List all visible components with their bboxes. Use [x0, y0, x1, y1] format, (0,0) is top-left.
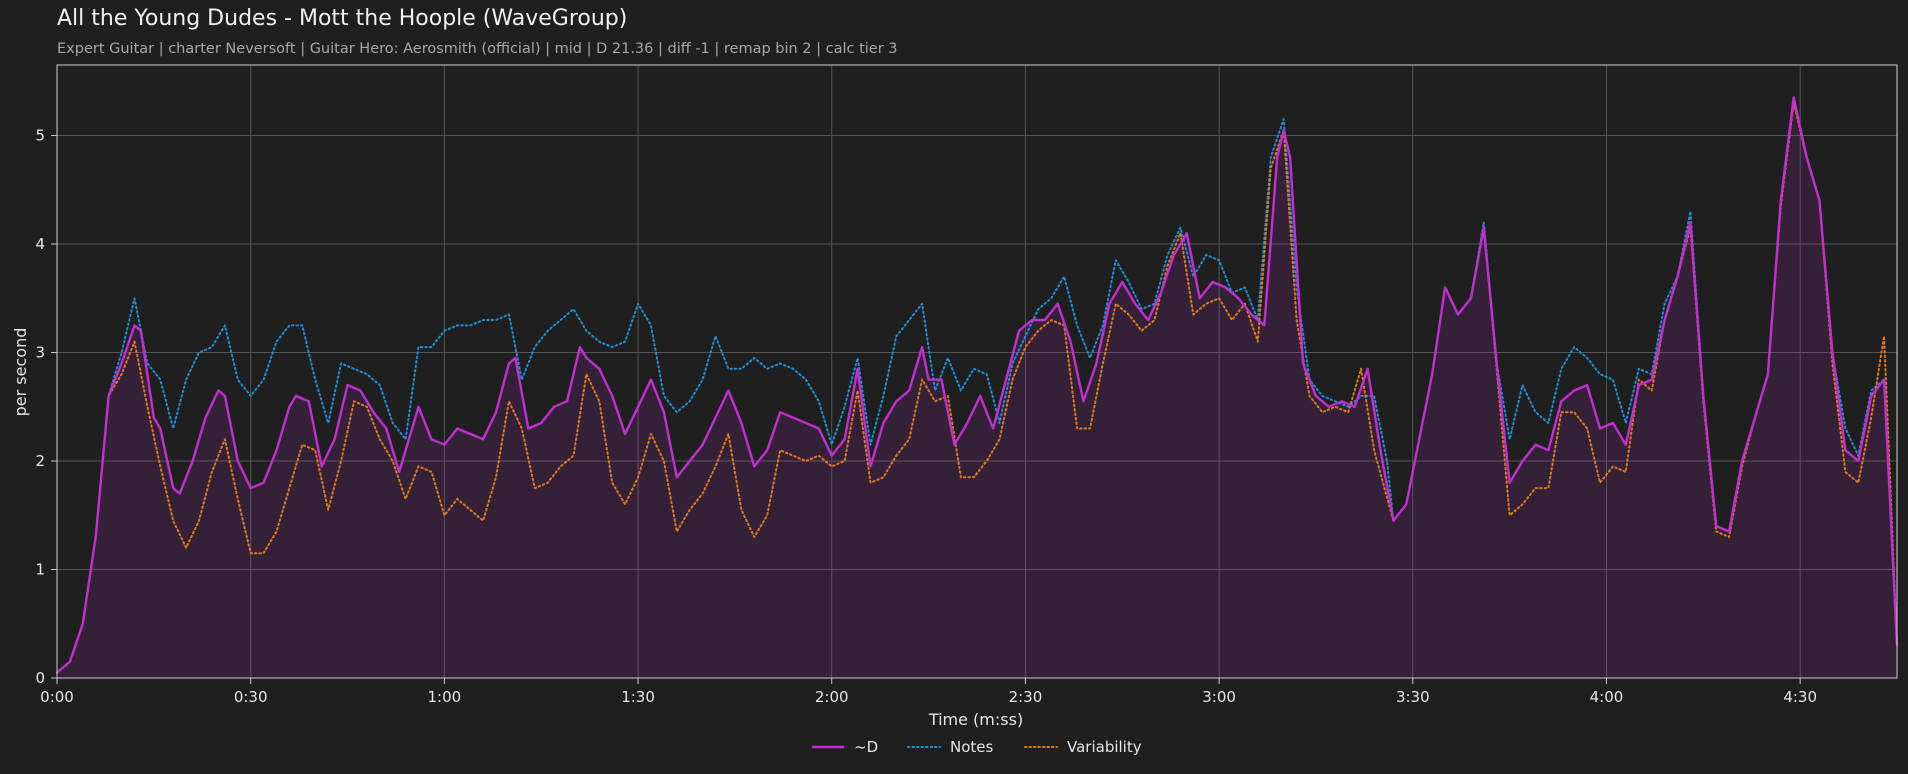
plot-frame — [56, 64, 1898, 679]
y-axis-title: per second — [11, 328, 30, 417]
x-tick-label: 2:00 — [815, 688, 849, 706]
y-tick-label: 0 — [35, 669, 45, 687]
plot-border — [56, 64, 1898, 679]
plot-background — [57, 65, 1897, 678]
y-tick-label: 1 — [35, 561, 45, 579]
x-tick-label: 3:30 — [1396, 688, 1430, 706]
y-tick-label: 4 — [35, 235, 45, 253]
y-tick-label: 5 — [35, 127, 45, 145]
chart-subtitle: Expert Guitar | charter Neversoft | Guit… — [57, 41, 898, 57]
series-line-2 — [56, 102, 1898, 674]
plot-area — [57, 65, 1897, 678]
legend-label-1: Notes — [950, 738, 994, 756]
grid-lines — [56, 65, 1897, 678]
chart-title: All the Young Dudes - Mott the Hoople (W… — [57, 6, 628, 31]
x-axis: 0:00 0:30 1:00 1:30 2:00 2:30 3:00 3:30 4:00 4:30 — [40, 678, 1817, 706]
x-axis-title: Time (m:ss) — [928, 710, 1023, 729]
series-area-0 — [57, 97, 1897, 678]
x-tick-label: 1:30 — [621, 688, 655, 706]
x-tick-label: 3:00 — [1202, 688, 1236, 706]
x-tick-label: 4:00 — [1590, 688, 1624, 706]
x-tick-label: 4:30 — [1783, 688, 1817, 706]
y-axis: 0 1 2 3 4 5 — [35, 127, 57, 687]
x-tick-label: 0:30 — [234, 688, 268, 706]
series-layer — [56, 96, 1899, 678]
legend-label-2: Variability — [1067, 738, 1142, 756]
x-tick-label: 2:30 — [1009, 688, 1043, 706]
series-line-0 — [56, 96, 1899, 674]
series-line-1 — [56, 96, 1898, 674]
x-tick-label: 1:00 — [428, 688, 462, 706]
y-tick-label: 3 — [35, 344, 45, 362]
legend: ~D Notes Variability — [812, 738, 1142, 756]
legend-label-0: ~D — [854, 738, 878, 756]
y-tick-label: 2 — [35, 452, 45, 470]
x-tick-label: 0:00 — [40, 688, 74, 706]
